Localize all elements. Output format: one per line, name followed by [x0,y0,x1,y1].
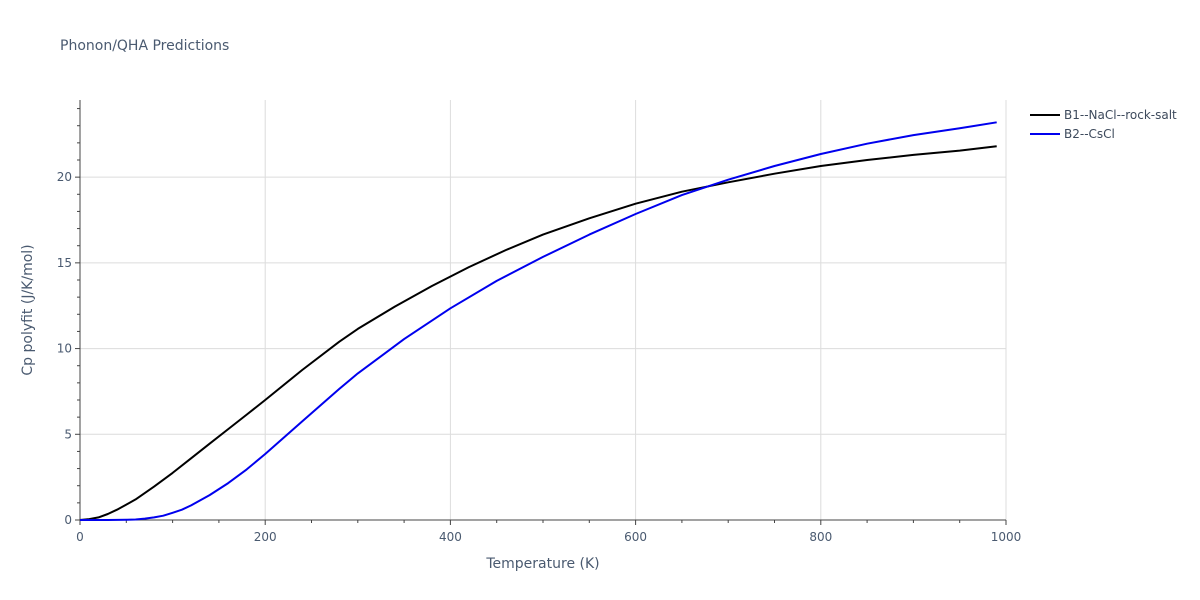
x-tick-label: 600 [624,530,647,544]
axes: 0 200 400 600 800 1000 0 5 10 15 20 [57,100,1022,544]
y-tick-label: 0 [64,513,72,527]
chart-title: Phonon/QHA Predictions [60,38,229,54]
x-tick-label: 400 [439,530,462,544]
x-tick-label: 200 [254,530,277,544]
y-tick-label: 15 [57,256,72,270]
grid [80,100,1007,520]
series-line-2 [80,121,997,521]
legend-item-2[interactable]: B2--CsCl [1030,127,1115,141]
x-tick-label: 0 [76,530,84,544]
legend[interactable]: B1--NaCl--rock-salt B2--CsCl [1030,108,1177,141]
x-tick-label: 1000 [991,530,1022,544]
x-axis-title: Temperature (K) [485,556,599,572]
y-tick-label: 10 [57,342,72,356]
legend-label: B2--CsCl [1064,127,1115,141]
legend-item-1[interactable]: B1--NaCl--rock-salt [1030,108,1177,122]
y-axis-title: Cp polyfit (J/K/mol) [20,244,36,375]
x-tick-label: 800 [809,530,832,544]
y-tick-label: 5 [64,427,72,441]
y-tick-label: 20 [57,170,72,184]
legend-label: B1--NaCl--rock-salt [1064,108,1177,122]
series-line-1 [79,145,997,521]
series-layer [79,121,997,521]
